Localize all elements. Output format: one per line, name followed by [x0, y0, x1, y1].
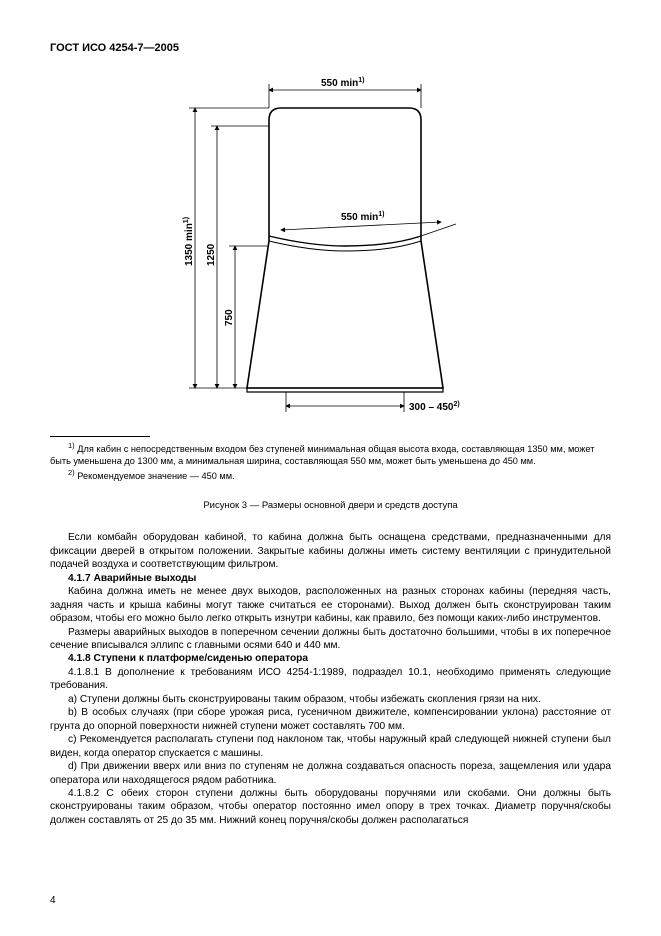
door-dimensions-figure: 550 min1) 550 min1) 300 – 4502) 1350 min… [161, 66, 501, 426]
left-dim1-label: 1350 min [184, 223, 195, 266]
heading-418: 4.1.8 Ступени к платформе/сиденью операт… [50, 652, 611, 665]
footnote2-sup: 2) [68, 468, 75, 477]
document-page: ГОСТ ИСО 4254-7—2005 550 min1) [0, 0, 661, 936]
left-dim1-note: 1) [183, 217, 190, 223]
para1: Если комбайн оборудован кабиной, то каби… [50, 531, 611, 571]
heading-417: 4.1.7 Аварийные выходы [50, 572, 611, 585]
para5: а) Ступени должны быть сконструированы т… [50, 693, 611, 706]
svg-text:550 min1): 550 min1) [321, 77, 364, 89]
figure-caption: Рисунок 3 — Размеры основной двери и сре… [50, 500, 611, 511]
document-header: ГОСТ ИСО 4254-7—2005 [50, 42, 611, 54]
para9: 4.1.8.2 С обеих сторон ступени должны бы… [50, 787, 611, 827]
svg-text:550 min1): 550 min1) [341, 211, 384, 223]
svg-text:1350 min1): 1350 min1) [183, 217, 195, 266]
top-dim-note: 1) [358, 77, 364, 84]
bottom-dim-note: 2) [453, 401, 459, 408]
left-dim2-label: 1250 [206, 243, 217, 266]
footnote2-text: Рекомендуемое значение — 450 мм. [77, 471, 234, 481]
left-dim3-label: 750 [224, 309, 235, 326]
top-dim-label: 550 min [321, 78, 358, 89]
para3: Размеры аварийных выходов в поперечном с… [50, 626, 611, 653]
bottom-dim-label: 300 – 450 [409, 402, 454, 413]
body-text: Если комбайн оборудован кабиной, то каби… [50, 531, 611, 827]
footnote1-text: Для кабин с непосредственным входом без … [50, 444, 594, 466]
para2: Кабина должна иметь не менее двух выходо… [50, 585, 611, 625]
svg-text:300 – 4502): 300 – 4502) [409, 401, 460, 413]
footnote-separator [50, 436, 150, 437]
figure-area: 550 min1) 550 min1) 300 – 4502) 1350 min… [50, 66, 611, 426]
mid-dim-note: 1) [378, 211, 384, 218]
para4: 4.1.8.1 В дополнение к требованиям ИСО 4… [50, 666, 611, 693]
footnotes-block: 1) Для кабин с непосредственным входом б… [50, 441, 611, 482]
footnote1-sup: 1) [68, 441, 75, 450]
para8: d) При движении вверх или вниз по ступен… [50, 760, 611, 787]
page-number: 4 [50, 895, 56, 906]
para7: c) Рекомендуется располагать ступени под… [50, 733, 611, 760]
mid-dim-label: 550 min [341, 212, 378, 223]
para6: b) В особых случаях (при сборе урожая ри… [50, 706, 611, 733]
